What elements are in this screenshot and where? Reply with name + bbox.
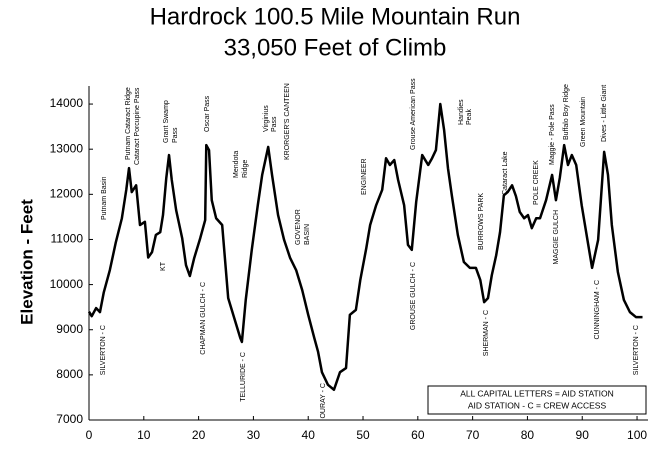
annotation: Buffalo Boy Ridge — [563, 84, 570, 140]
annotation: SHERMAN - C — [483, 310, 490, 356]
annotation: SILVERTON - C — [100, 325, 107, 375]
annotation: CHAPMAN GULCH - C — [200, 282, 207, 355]
annotation: Ridge — [242, 160, 249, 178]
annotation: Handies — [458, 99, 465, 125]
annotation: OURAY - C — [320, 383, 327, 419]
annotation: BURROWS PARK — [478, 193, 485, 250]
x-tick-label: 100 — [627, 428, 647, 442]
x-tick-label: 40 — [302, 428, 316, 442]
x-tick-label: 70 — [466, 428, 480, 442]
annotation: Peak — [466, 109, 473, 125]
legend-note: ALL CAPITAL LETTERS = AID STATION — [460, 388, 614, 398]
annotation: Virginius — [263, 105, 270, 132]
annotation: Grant Swamp — [163, 100, 170, 143]
x-tick-label: 50 — [356, 428, 370, 442]
annotation: GOVENOR — [295, 209, 302, 245]
annotation: Green Mountain — [580, 97, 587, 147]
annotation: TELLURIDE - C — [240, 352, 247, 402]
annotation: SILVERTON - C — [633, 325, 640, 375]
x-tick-label: 20 — [192, 428, 206, 442]
chart-subtitle: 33,050 Feet of Climb — [224, 34, 447, 61]
y-tick-label: 9000 — [56, 322, 83, 336]
y-tick-label: 10000 — [50, 277, 84, 291]
chart-title: Hardrock 100.5 Mile Mountain Run — [150, 3, 521, 30]
y-axis-label: Elevation - Feet — [17, 199, 36, 325]
annotation: Cataract Lake — [502, 151, 509, 195]
annotation: Dives - Little Giant — [601, 85, 608, 142]
legend-note: AID STATION - C = CREW ACCESS — [468, 400, 607, 410]
legend-box — [427, 385, 647, 415]
y-tick-label: 14000 — [50, 96, 84, 110]
x-tick-label: 0 — [86, 428, 93, 442]
annotation: Pass — [172, 127, 179, 143]
annotation: Maggie - Pole Pass — [549, 104, 556, 165]
y-tick-label: 8000 — [56, 367, 83, 381]
annotation: KRORGER'S CANTEEN — [284, 83, 291, 160]
annotation: MAGGIE GULCH — [553, 210, 560, 264]
annotation: Putnam Cataract Ridge — [125, 87, 132, 160]
x-tick-label: 30 — [247, 428, 261, 442]
annotation: Putnam Basin — [101, 176, 108, 220]
y-tick-label: 11000 — [51, 232, 84, 246]
annotation: Oscar Pass — [204, 95, 211, 132]
annotation: Pass — [271, 116, 278, 132]
annotation: BASIN — [304, 224, 311, 245]
elevation-line — [87, 102, 643, 392]
annotation: GROUSE GULCH - C — [410, 262, 417, 330]
x-tick-label: 90 — [576, 428, 590, 442]
annotation: Cataract Porcupine Pass — [134, 87, 141, 165]
annotation: CUNNINGHAM - C — [594, 280, 601, 340]
x-tick-label: 10 — [137, 428, 151, 442]
annotation: ENGINEER — [361, 158, 368, 195]
annotation: Mendota — [233, 151, 240, 178]
annotation: POLE CREEK — [533, 160, 540, 205]
y-tick-label: 7000 — [56, 412, 83, 426]
y-tick-label: 12000 — [50, 186, 84, 200]
annotation: KT — [160, 261, 167, 271]
y-tick-label: 13000 — [50, 141, 84, 155]
annotation: Grouse American Pass — [410, 78, 417, 150]
x-tick-label: 60 — [411, 428, 425, 442]
x-tick-label: 80 — [521, 428, 535, 442]
